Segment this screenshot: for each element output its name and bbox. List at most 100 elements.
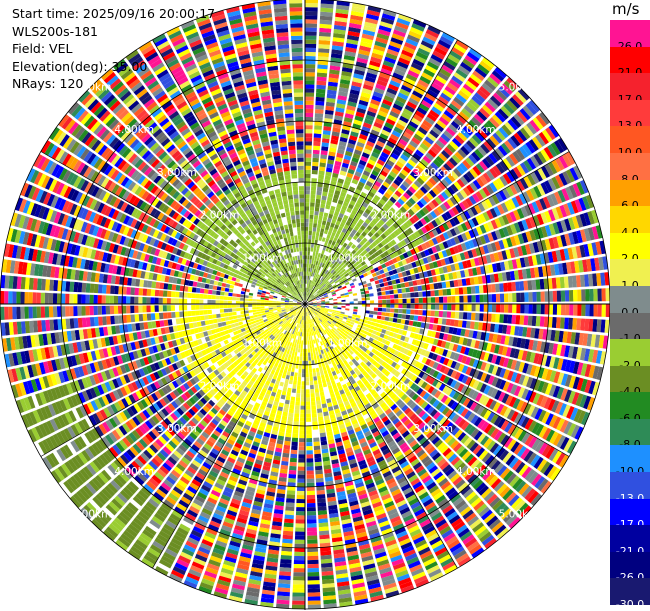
velocity-gate	[285, 400, 290, 405]
velocity-gate	[291, 372, 295, 377]
velocity-gate	[305, 194, 310, 198]
velocity-gate	[295, 532, 305, 536]
velocity-gate	[381, 291, 386, 295]
velocity-gate	[321, 375, 325, 380]
velocity-gate	[290, 458, 297, 463]
velocity-gate	[305, 186, 310, 190]
velocity-gate	[524, 292, 528, 302]
velocity-gate	[385, 286, 390, 290]
velocity-gate	[320, 204, 325, 209]
velocity-gate	[307, 475, 315, 479]
velocity-gate	[423, 298, 427, 303]
velocity-gate	[439, 304, 443, 310]
velocity-gate	[378, 308, 382, 312]
velocity-gate	[315, 347, 318, 351]
velocity-gate	[527, 280, 532, 290]
velocity-gate	[281, 395, 286, 400]
velocity-gate	[297, 385, 301, 389]
velocity-gate	[298, 344, 300, 348]
velocity-gate	[307, 499, 316, 503]
velocity-gate	[298, 369, 301, 373]
velocity-gate	[431, 297, 435, 303]
velocity-gate	[305, 145, 312, 149]
velocity-gate	[287, 388, 291, 393]
velocity-gate	[324, 370, 328, 375]
velocity-gate	[299, 430, 305, 434]
velocity-gate	[300, 336, 302, 340]
velocity-gate	[386, 308, 390, 312]
velocity-gate	[311, 393, 315, 397]
velocity-gate	[295, 528, 305, 532]
velocity-gate	[316, 97, 325, 102]
velocity-gate	[320, 154, 327, 159]
velocity-gate	[305, 19, 317, 23]
velocity-gate	[341, 300, 345, 302]
velocity-gate	[389, 285, 394, 289]
velocity-gate	[318, 44, 329, 49]
velocity-gate	[293, 430, 299, 435]
velocity-gate	[297, 495, 305, 499]
velocity-gate	[569, 304, 573, 316]
velocity-gate	[508, 304, 512, 313]
velocity-gate	[418, 286, 423, 291]
velocity-gate	[307, 560, 318, 565]
velocity-gate	[350, 301, 354, 303]
velocity-gate	[537, 292, 541, 302]
velocity-gate	[305, 89, 314, 93]
velocity-gate	[306, 276, 307, 280]
velocity-gate	[520, 304, 524, 313]
velocity-gate	[306, 353, 308, 357]
velocity-gate	[377, 316, 382, 320]
velocity-gate	[284, 445, 291, 450]
velocity-gate	[545, 291, 549, 302]
velocity-gate	[418, 310, 422, 315]
velocity-gate	[495, 314, 500, 323]
velocity-gate	[298, 471, 305, 475]
velocity-gate	[284, 523, 294, 528]
velocity-gate	[306, 357, 309, 361]
velocity-gate	[292, 597, 305, 601]
velocity-gate	[311, 186, 316, 190]
velocity-gate	[305, 93, 314, 97]
velocity-gate	[319, 236, 323, 241]
velocity-gate	[306, 361, 309, 365]
velocity-gate	[317, 502, 326, 507]
velocity-gate	[403, 299, 407, 303]
velocity-gate	[354, 307, 358, 309]
velocity-gate	[305, 349, 307, 353]
velocity-gate	[296, 507, 305, 511]
velocity-gate	[585, 289, 590, 301]
velocity-gate	[333, 299, 337, 301]
velocity-gate	[528, 292, 532, 302]
velocity-gate	[312, 166, 318, 171]
velocity-gate	[393, 318, 398, 323]
velocity-gate	[342, 286, 346, 289]
velocity-gate	[459, 296, 463, 303]
velocity-gate	[316, 396, 321, 401]
velocity-gate	[439, 297, 443, 303]
velocity-gate	[314, 129, 322, 134]
velocity-gate	[299, 361, 302, 365]
velocity-gate	[320, 437, 326, 442]
velocity-gate	[414, 310, 418, 315]
velocity-gate	[290, 376, 294, 381]
velocity-gate	[375, 280, 380, 284]
velocity-gate	[305, 44, 316, 48]
velocity-gate	[306, 280, 307, 284]
velocity-gate	[305, 332, 306, 336]
velocity-gate	[298, 475, 306, 479]
velocity-gate	[306, 410, 311, 414]
velocity-gate	[284, 441, 290, 446]
velocity-gate	[305, 3, 318, 7]
velocity-gate	[321, 302, 325, 303]
velocity-gate	[573, 290, 578, 302]
velocity-gate	[520, 293, 524, 303]
velocity-gate	[295, 540, 305, 544]
velocity-gate	[499, 314, 504, 323]
velocity-gate	[307, 255, 309, 259]
velocity-gate	[320, 392, 325, 397]
velocity-gate	[495, 284, 500, 293]
velocity-gate	[314, 256, 317, 260]
velocity-gate	[319, 384, 323, 389]
velocity-gate	[285, 515, 294, 520]
